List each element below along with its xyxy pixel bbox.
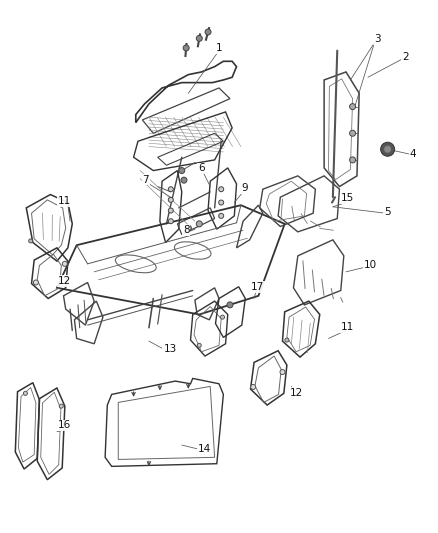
Circle shape bbox=[381, 142, 395, 156]
Circle shape bbox=[181, 177, 187, 183]
Text: 5: 5 bbox=[384, 207, 391, 216]
Circle shape bbox=[197, 343, 201, 348]
Circle shape bbox=[59, 404, 64, 408]
Text: 14: 14 bbox=[198, 444, 211, 454]
Circle shape bbox=[196, 35, 202, 42]
Text: 12: 12 bbox=[58, 276, 71, 286]
Text: 3: 3 bbox=[374, 34, 381, 44]
Circle shape bbox=[227, 302, 233, 308]
Circle shape bbox=[251, 384, 256, 390]
Text: 9: 9 bbox=[241, 183, 248, 193]
Text: 11: 11 bbox=[58, 197, 71, 206]
Text: 11: 11 bbox=[341, 322, 354, 332]
Text: 10: 10 bbox=[364, 260, 377, 270]
Circle shape bbox=[185, 225, 191, 231]
Circle shape bbox=[28, 239, 33, 243]
Text: 13: 13 bbox=[163, 344, 177, 354]
Circle shape bbox=[280, 369, 285, 375]
Text: 2: 2 bbox=[402, 52, 409, 62]
Text: 1: 1 bbox=[215, 43, 223, 53]
Circle shape bbox=[219, 187, 224, 192]
Text: 7: 7 bbox=[142, 175, 149, 184]
Circle shape bbox=[350, 103, 356, 110]
Text: 16: 16 bbox=[58, 421, 71, 430]
Circle shape bbox=[220, 315, 225, 319]
Circle shape bbox=[219, 213, 224, 219]
Circle shape bbox=[168, 208, 173, 213]
Circle shape bbox=[219, 200, 224, 205]
Circle shape bbox=[205, 29, 211, 35]
Circle shape bbox=[384, 145, 392, 154]
Circle shape bbox=[168, 197, 173, 203]
Circle shape bbox=[168, 219, 173, 224]
Text: 6: 6 bbox=[198, 164, 205, 173]
Circle shape bbox=[196, 221, 202, 227]
Text: 4: 4 bbox=[410, 149, 417, 158]
Text: 12: 12 bbox=[290, 388, 303, 398]
Circle shape bbox=[62, 261, 67, 266]
Circle shape bbox=[179, 167, 185, 174]
Circle shape bbox=[183, 45, 189, 51]
Circle shape bbox=[350, 130, 356, 136]
Circle shape bbox=[285, 338, 289, 342]
Circle shape bbox=[350, 157, 356, 163]
Circle shape bbox=[33, 280, 39, 285]
Circle shape bbox=[23, 391, 28, 395]
Circle shape bbox=[168, 187, 173, 192]
Text: 15: 15 bbox=[341, 193, 354, 203]
Text: 8: 8 bbox=[183, 225, 190, 235]
Text: 17: 17 bbox=[251, 282, 264, 292]
